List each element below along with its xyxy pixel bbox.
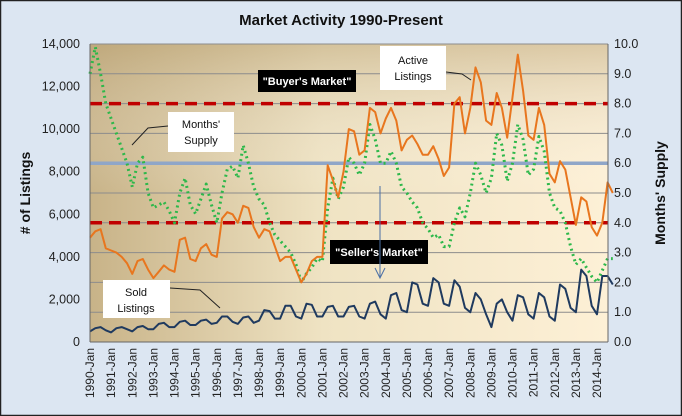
active-listings-label-2: Listings xyxy=(394,71,432,83)
x-tick-label: 2005-Jan xyxy=(400,348,414,398)
series-line-sold-listings xyxy=(89,268,614,334)
active-listings-callout: Active Listings xyxy=(380,46,472,90)
x-tick-label: 2001-Jan xyxy=(315,348,329,398)
y-right-tick-label: 8.0 xyxy=(614,97,631,111)
y-axis-title: # of Listings xyxy=(17,152,33,235)
y-right-tick-label: 10.0 xyxy=(614,37,638,51)
x-tick-label: 2006-Jan xyxy=(421,348,435,398)
months-supply-label-2: Supply xyxy=(184,135,218,147)
x-tick-label: 1999-Jan xyxy=(273,348,287,398)
x-tick-label: 2009-Jan xyxy=(484,348,498,398)
months-supply-label-1: Months' xyxy=(182,119,220,131)
x-tick-label: 1998-Jan xyxy=(252,348,266,398)
sellers-market-arrow xyxy=(374,186,386,280)
y-tick-label: 6,000 xyxy=(49,207,80,221)
buyers-market-label: "Buyer's Market" xyxy=(258,70,356,92)
x-tick-label: 2013-Jan xyxy=(569,348,583,398)
y-tick-label: 8,000 xyxy=(49,165,80,179)
y-right-tick-label: 0.0 xyxy=(614,335,631,349)
x-tick-label: 1996-Jan xyxy=(210,348,224,398)
x-tick-label: 2012-Jan xyxy=(548,348,562,398)
y-right-tick-label: 1.0 xyxy=(614,305,631,319)
x-tick-label: 1995-Jan xyxy=(189,348,203,398)
y-tick-label: 14,000 xyxy=(42,37,80,51)
x-tick-label: 2000-Jan xyxy=(294,348,308,398)
x-tick-label: 2010-Jan xyxy=(506,348,520,398)
x-tick-label: 2002-Jan xyxy=(337,348,351,398)
y-tick-label: 2,000 xyxy=(49,292,80,306)
chart-title: Market Activity 1990-Present xyxy=(239,12,443,29)
y-right-tick-label: 9.0 xyxy=(614,67,631,81)
months-supply-callout: Months' Supply xyxy=(131,112,234,152)
x-tick-label: 2004-Jan xyxy=(379,348,393,398)
sold-listings-label-1: Sold xyxy=(125,287,147,299)
x-tick-label: 1992-Jan xyxy=(125,348,139,398)
y-tick-label: 0 xyxy=(73,335,80,349)
y-tick-label: 4,000 xyxy=(49,250,80,264)
y-axis-right-title: Months' Supply xyxy=(652,141,668,245)
sold-listings-callout: Sold Listings xyxy=(103,280,221,318)
y-right-tick-label: 7.0 xyxy=(614,126,631,140)
y-right-tick-label: 4.0 xyxy=(614,216,631,230)
x-tick-label: 2008-Jan xyxy=(463,348,477,398)
x-tick-label: 1993-Jan xyxy=(146,348,160,398)
y-right-tick-label: 3.0 xyxy=(614,246,631,260)
y-right-tick-label: 2.0 xyxy=(614,275,631,289)
sellers-market-text: "Seller's Market" xyxy=(335,247,423,259)
y-right-tick-label: 5.0 xyxy=(614,186,631,200)
buyers-market-text: "Buyer's Market" xyxy=(263,76,352,88)
x-tick-label: 2014-Jan xyxy=(590,348,604,398)
x-tick-label: 1994-Jan xyxy=(168,348,182,398)
x-tick-label: 2011-Jan xyxy=(527,348,541,397)
active-listings-label-1: Active xyxy=(398,55,428,67)
x-tick-label: 1991-Jan xyxy=(104,348,118,398)
x-tick-label: 2007-Jan xyxy=(442,348,456,398)
y-tick-label: 12,000 xyxy=(42,80,80,94)
x-tick-label: 1997-Jan xyxy=(231,348,245,398)
y-right-tick-label: 6.0 xyxy=(614,156,631,170)
sold-listings-label-2: Listings xyxy=(117,303,155,315)
x-tick-label: 1990-Jan xyxy=(83,348,97,398)
series-line-active-listings xyxy=(89,53,614,284)
x-tick-label: 2003-Jan xyxy=(358,348,372,398)
y-tick-label: 10,000 xyxy=(42,122,80,136)
sellers-market-label: "Seller's Market" xyxy=(330,240,428,264)
